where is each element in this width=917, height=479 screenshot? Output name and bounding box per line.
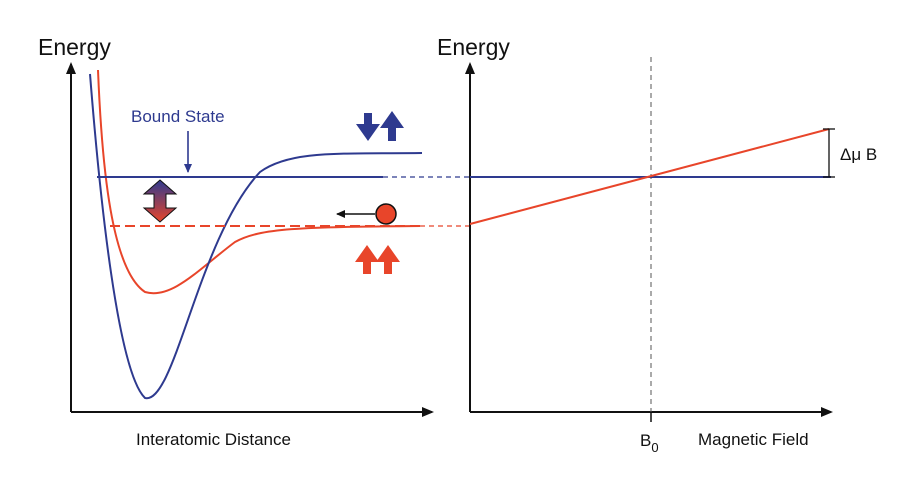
b0-label: B0	[640, 431, 659, 455]
b0-label-subscript: 0	[651, 440, 658, 455]
open-channel-potential-curve	[97, 69, 421, 295]
left-x-axis-title: Interatomic Distance	[136, 430, 291, 449]
parallel-spin-icon	[355, 245, 400, 274]
right-y-axis-title: Energy	[437, 34, 510, 60]
b0-label-base: B	[640, 431, 651, 450]
atom-icon	[375, 203, 397, 225]
delta-mu-b-label: Δμ B	[840, 145, 877, 164]
left-y-axis-title: Energy	[38, 34, 111, 60]
bound-state-label: Bound State	[131, 107, 225, 126]
right-x-axis-title: Magnetic Field	[698, 430, 809, 449]
antiparallel-spin-icon	[356, 111, 404, 141]
open-channel-energy-line	[469, 128, 830, 225]
energy-difference-double-arrow-icon	[142, 179, 178, 223]
closed-channel-potential-curve	[89, 73, 423, 400]
